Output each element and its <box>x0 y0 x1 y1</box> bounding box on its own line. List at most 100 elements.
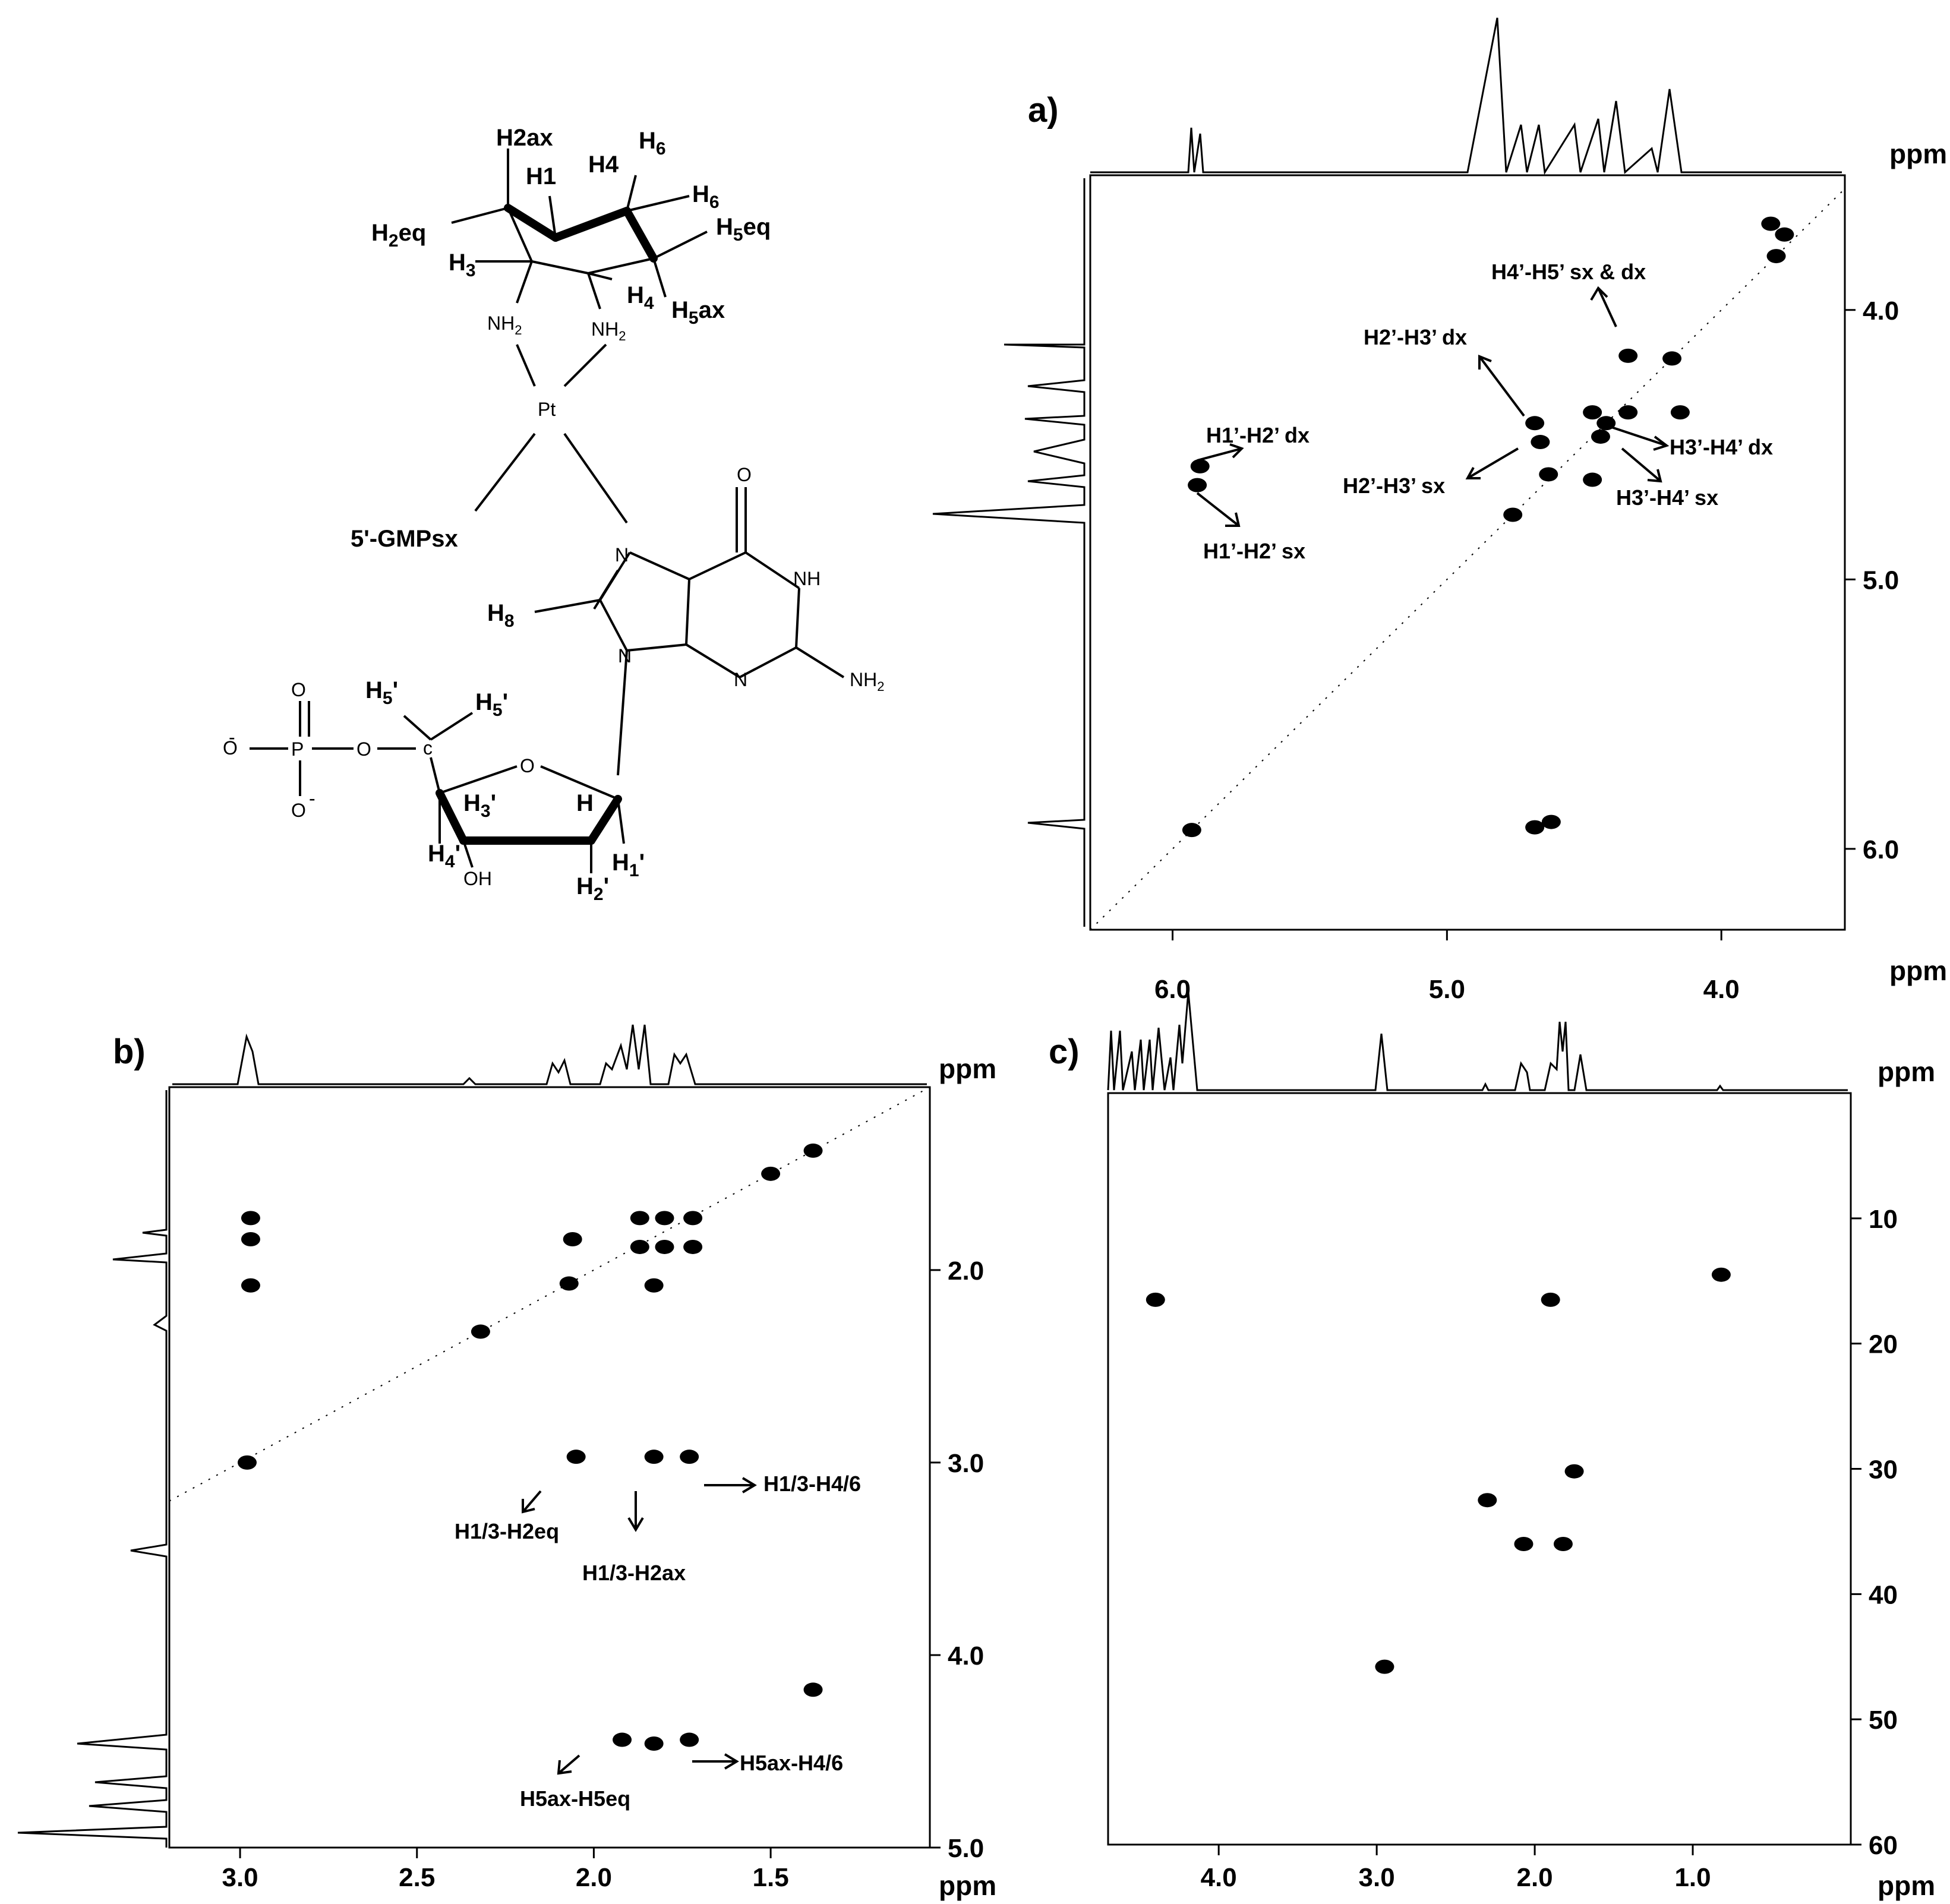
svg-text:O: O <box>356 738 371 760</box>
cross-peak <box>1583 405 1602 420</box>
x-axis-label-a: ppm <box>1889 955 1947 986</box>
xticks-c: 4.0 3.0 2.0 1.0 <box>1201 1845 1711 1892</box>
svg-text:H4: H4 <box>627 282 654 313</box>
cross-peak <box>1503 507 1523 522</box>
svg-text:H1: H1 <box>526 163 556 190</box>
cross-peak <box>1531 435 1550 450</box>
svg-text:H6: H6 <box>639 128 666 159</box>
svg-text:O: O <box>737 464 752 485</box>
x-tick-label: 3.0 <box>1359 1863 1395 1892</box>
y-tick-label: 30 <box>1869 1455 1898 1485</box>
svg-text:Pt: Pt <box>538 399 556 420</box>
projection-left-b <box>17 1090 168 1848</box>
y-tick-label: 20 <box>1869 1330 1898 1359</box>
x-tick-label: 3.0 <box>222 1863 258 1892</box>
peaks-c <box>1146 1267 1731 1674</box>
cross-peak <box>1188 478 1207 492</box>
annotation-arrows-a <box>1196 286 1670 527</box>
cross-peak <box>644 1278 664 1293</box>
svg-text:-: - <box>309 788 315 809</box>
cross-peak <box>471 1324 490 1339</box>
cross-peak <box>1564 1464 1584 1479</box>
cross-peak <box>1190 459 1210 473</box>
cross-peak <box>241 1232 260 1246</box>
cross-peak <box>613 1732 632 1747</box>
panel-a-spectrum: a) 4.0 5.0 6.0 6.0 5.0 4.0 ppm ppm H4’-H5’ s… <box>932 17 1947 1004</box>
svg-text:NH2: NH2 <box>850 669 884 694</box>
annotation-a-1: H2’-H3’ dx <box>1364 325 1467 349</box>
annotation-b-3: H5ax-H4/6 <box>740 1751 843 1775</box>
cross-peak <box>241 1278 260 1293</box>
plot-frame-b <box>168 1086 931 1849</box>
svg-text:OH: OH <box>463 868 492 889</box>
svg-text:-: - <box>229 727 235 748</box>
svg-text:O: O <box>223 737 238 759</box>
svg-text:H5': H5' <box>365 677 398 708</box>
svg-text:H2eq: H2eq <box>371 220 426 251</box>
svg-text:NH2: NH2 <box>487 312 522 337</box>
annotation-a-5: H3’-H4’ dx <box>1670 435 1773 459</box>
y-tick-label: 40 <box>1869 1580 1898 1609</box>
projection-top-c <box>1107 992 1848 1091</box>
cross-peak <box>655 1239 674 1254</box>
x-tick-label: 1.0 <box>1674 1863 1711 1892</box>
svg-text:H3': H3' <box>463 790 496 821</box>
panel-label-b: b) <box>113 1032 146 1071</box>
cross-peak <box>563 1232 582 1246</box>
cross-peak <box>1525 820 1545 835</box>
annotation-a-6: H3’-H4’ sx <box>1616 485 1718 510</box>
svg-text:N: N <box>618 645 632 667</box>
svg-text:H8: H8 <box>487 600 515 631</box>
cross-peak <box>683 1211 703 1226</box>
cross-peak <box>1375 1659 1394 1674</box>
cross-peak <box>1525 416 1545 431</box>
annotation-a-4: H1’-H2’ sx <box>1203 539 1305 563</box>
svg-text:NH2: NH2 <box>591 318 626 343</box>
x-tick-label: 5.0 <box>1429 975 1465 1004</box>
cross-peak <box>683 1239 703 1254</box>
x-tick-label: 2.0 <box>576 1863 612 1892</box>
annotation-b-4: H5ax-H5eq <box>520 1786 630 1811</box>
yticks-b: 2.0 3.0 4.0 5.0 <box>930 1256 984 1863</box>
svg-text:H5eq: H5eq <box>716 214 771 245</box>
svg-text:O: O <box>291 679 306 700</box>
svg-text:H3: H3 <box>449 250 476 280</box>
y-tick-label: 4.0 <box>948 1641 984 1671</box>
x-axis-label-c: ppm <box>1878 1870 1935 1901</box>
x-tick-label: 2.0 <box>1516 1863 1553 1892</box>
annotation-b-2: H1/3-H2ax <box>582 1561 686 1585</box>
svg-text:P: P <box>291 738 304 760</box>
peaks-b <box>169 1087 930 1751</box>
cross-peak <box>1711 1267 1731 1282</box>
cross-peak <box>1662 351 1682 366</box>
cross-peak <box>630 1211 649 1226</box>
y-tick-label: 50 <box>1869 1706 1898 1735</box>
svg-text:H: H <box>576 790 594 816</box>
annotation-b-0: H1/3-H4/6 <box>763 1472 861 1496</box>
svg-text:H6: H6 <box>692 181 720 212</box>
panel-label-c: c) <box>1049 1032 1080 1071</box>
y-axis-label-a: ppm <box>1889 138 1947 169</box>
cross-peak <box>680 1732 699 1747</box>
y-tick-label: 3.0 <box>948 1449 984 1478</box>
cross-peak <box>630 1239 649 1254</box>
diagonal-line <box>169 1087 930 1502</box>
cross-peak <box>1775 227 1794 242</box>
projection-top-b <box>172 1024 927 1085</box>
x-tick-label: 4.0 <box>1201 1863 1237 1892</box>
plot-frame-a <box>1089 174 1846 931</box>
cross-peak <box>1541 1292 1560 1307</box>
svg-text:H2': H2' <box>576 873 609 904</box>
svg-text:O: O <box>291 800 306 821</box>
cross-peak <box>1541 814 1561 829</box>
projection-left-a <box>932 178 1086 927</box>
annotation-a-3: H2’-H3’ sx <box>1343 473 1445 498</box>
panel-b-spectrum: b) 2.0 3.0 4.0 5.0 3.0 2.5 2.0 1.5 ppm ppm H1/… <box>17 1024 996 1901</box>
cross-peak <box>241 1211 260 1226</box>
annotation-arrows-b <box>522 1477 757 1775</box>
svg-text:H4': H4' <box>428 841 460 872</box>
y-tick-label: 2.0 <box>948 1256 984 1286</box>
cross-peak <box>644 1450 664 1464</box>
peaks-a <box>1090 188 1845 930</box>
